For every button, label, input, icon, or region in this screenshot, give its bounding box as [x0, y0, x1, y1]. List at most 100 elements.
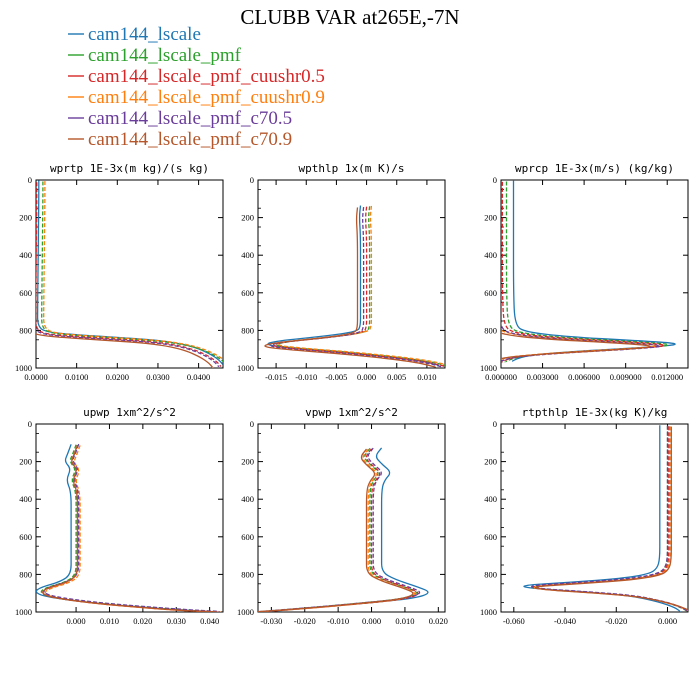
series-line: [531, 425, 688, 612]
y-tick-label: 0: [493, 419, 497, 429]
x-tick-label: 0.000: [362, 616, 381, 626]
series-line: [42, 444, 219, 612]
y-tick-label: 1000: [480, 607, 497, 617]
plot-frame: [500, 179, 689, 369]
y-tick-label: 0: [250, 175, 254, 185]
series-line: [501, 181, 665, 363]
figure-title: CLUBB VAR at265E,-7N: [240, 5, 459, 29]
y-tick-label: 800: [484, 569, 497, 579]
legend-entry: cam144_lscale_pmf: [68, 45, 242, 66]
series-line: [36, 328, 220, 368]
series-line: [273, 206, 445, 368]
series-line: [258, 447, 417, 612]
y-tick-label: 400: [484, 250, 497, 260]
y-tick-label: 400: [19, 250, 32, 260]
y-tick-label: 400: [484, 494, 497, 504]
x-tick-label: 0.010: [100, 616, 119, 626]
y-tick-label: 200: [19, 213, 32, 223]
y-tick-label: 200: [484, 457, 497, 467]
series-line: [258, 448, 416, 612]
series-group: [264, 205, 445, 368]
x-tick-label: 0.0200: [106, 372, 129, 382]
series-line: [44, 445, 221, 612]
series-group: [36, 180, 223, 368]
x-tick-label: -0.010: [295, 372, 317, 382]
y-tick-label: 1000: [237, 607, 254, 617]
series-line: [504, 181, 669, 363]
x-tick-label: 0.012000: [651, 372, 683, 382]
legend-entry: cam144_lscale_pmf_cuushr0.9: [68, 87, 325, 108]
y-tick-label: 600: [241, 532, 254, 542]
y-tick-label: 0: [250, 419, 254, 429]
series-line: [43, 181, 223, 361]
legend-label: cam144_lscale_pmf_cuushr0.5: [88, 66, 325, 87]
x-tick-label: 0.040: [200, 616, 219, 626]
legend-entry: cam144_lscale_pmf_c70.5: [68, 108, 292, 129]
plot-frame: [35, 423, 224, 613]
panels: wprtp 1E-3x(m kg)/(s kg) 0 200 400 600 800 100…: [15, 162, 689, 626]
x-tick-label: 0.000: [658, 616, 677, 626]
y-tick-label: 1000: [237, 363, 254, 373]
x-tick-label: 0.0300: [146, 372, 169, 382]
legend-entry: cam144_lscale: [68, 24, 201, 45]
y-tick-label: 0: [28, 419, 32, 429]
y-tick-label: 1000: [480, 363, 497, 373]
y-tick-label: 800: [19, 325, 32, 335]
x-tick-label: 0.010: [417, 372, 436, 382]
series-line: [258, 448, 419, 612]
panel: wprcp 1E-3x(m/s) (kg/kg) 0 200 400 600 800 100…: [480, 162, 689, 382]
panel-title: wpthlp 1x(m K)/s: [299, 162, 405, 175]
series-line: [523, 425, 681, 612]
plot-frame: [257, 423, 446, 613]
x-tick-label: -0.040: [554, 616, 576, 626]
panel: vpwp 1xm^2/s^2 0 200 400 600 800 1000 -0.030 -0.…: [237, 406, 448, 626]
x-tick-label: -0.015: [265, 372, 287, 382]
y-tick-label: 800: [484, 325, 497, 335]
y-tick-label: 600: [484, 532, 497, 542]
legend: cam144_lscale cam144_lscale_pmf cam144_l…: [68, 24, 325, 150]
x-tick-label: -0.060: [503, 616, 525, 626]
y-tick-label: 400: [19, 494, 32, 504]
y-tick-label: 1000: [15, 363, 32, 373]
x-tick-label: 0.000: [67, 616, 86, 626]
series-line: [276, 206, 445, 367]
x-tick-label: 0.006000: [568, 372, 600, 382]
x-tick-label: -0.020: [605, 616, 627, 626]
panel: wprtp 1E-3x(m kg)/(s kg) 0 200 400 600 800 100…: [15, 162, 224, 382]
y-tick-label: 800: [19, 569, 32, 579]
y-tick-label: 200: [241, 213, 254, 223]
y-tick-label: 600: [241, 288, 254, 298]
x-tick-label: 0.003000: [527, 372, 559, 382]
x-tick-label: 0.020: [429, 616, 448, 626]
legend-entry: cam144_lscale_pmf_c70.9: [68, 129, 292, 150]
y-tick-label: 800: [241, 569, 254, 579]
series-line: [43, 443, 220, 612]
x-tick-label: -0.030: [260, 616, 282, 626]
panel-title: vpwp 1xm^2/s^2: [305, 406, 398, 419]
x-tick-label: 0.010: [395, 616, 414, 626]
y-tick-label: 400: [241, 250, 254, 260]
x-tick-label: 0.000: [357, 372, 376, 382]
panel-title: rtpthlp 1E-3x(kg K)/kg: [522, 406, 668, 419]
y-tick-label: 1000: [15, 607, 32, 617]
x-tick-label: -0.010: [327, 616, 349, 626]
y-tick-label: 200: [241, 457, 254, 467]
x-tick-label: -0.005: [325, 372, 347, 382]
series-line: [270, 207, 443, 368]
plot-frame: [257, 179, 446, 369]
y-tick-label: 200: [19, 457, 32, 467]
legend-label: cam144_lscale_pmf_cuushr0.9: [88, 87, 325, 108]
series-line: [511, 180, 676, 362]
legend-label: cam144_lscale: [88, 24, 201, 45]
x-tick-label: -0.020: [294, 616, 316, 626]
panel-title: wprtp 1E-3x(m kg)/(s kg): [50, 162, 209, 175]
y-tick-label: 600: [19, 532, 32, 542]
panel: rtpthlp 1E-3x(kg K)/kg02004006008001000-…: [480, 406, 689, 626]
series-line: [501, 322, 661, 362]
panel: wpthlp 1x(m K)/s02004006008001000-0.015-…: [237, 162, 446, 382]
x-tick-label: 0.020: [133, 616, 152, 626]
series-line: [501, 332, 651, 360]
x-tick-label: 0.030: [167, 616, 186, 626]
series-group: [258, 447, 429, 612]
